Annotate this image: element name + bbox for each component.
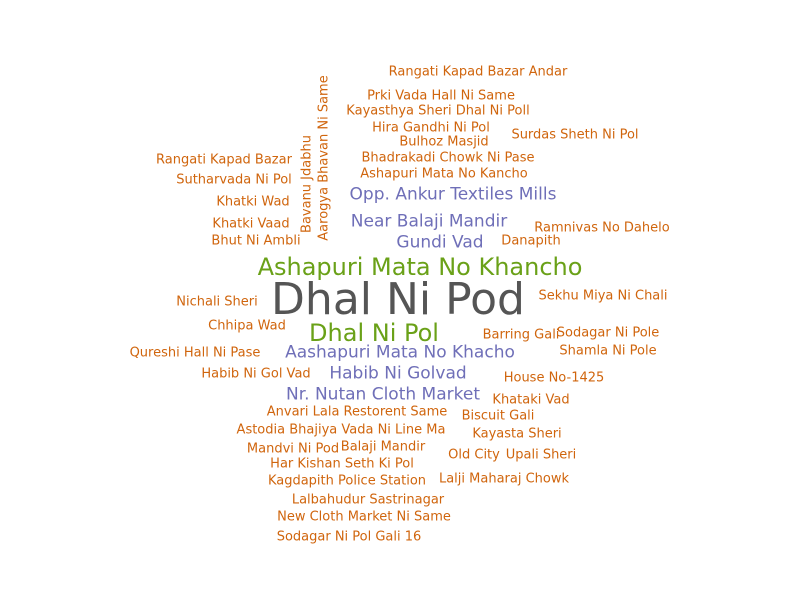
cloud-word: Ashapuri Mata No Khancho (257, 253, 583, 281)
cloud-word: Khatki Vaad (212, 216, 290, 232)
cloud-word: Rangati Kapad Bazar Andar (388, 64, 568, 80)
cloud-word: Prki Vada Hall Ni Same (367, 88, 515, 104)
cloud-word: Bhut Ni Ambli (211, 233, 301, 249)
cloud-word: Kagdapith Police Station (267, 473, 427, 489)
cloud-word: Sutharvada Ni Pol (176, 172, 292, 188)
cloud-word: Qureshi Hall Ni Pase (129, 345, 261, 361)
cloud-word: Nichali Sheri (176, 294, 258, 310)
cloud-word: Aashapuri Mata No Khacho (285, 342, 515, 363)
cloud-word: Sodagar Ni Pole (556, 325, 660, 341)
cloud-word: Near Balaji Mandir (350, 211, 508, 232)
cloud-word: Old City (448, 447, 500, 463)
cloud-word: Balaji Mandir (340, 439, 426, 455)
cloud-word: Nr. Nutan Cloth Market (286, 384, 480, 405)
cloud-word: Chhipa Wad (208, 318, 286, 334)
cloud-word: Ashapuri Mata No Kancho (360, 166, 528, 182)
cloud-word: Surdas Sheth Ni Pol (511, 127, 639, 143)
cloud-word: Anvari Lala Restorent Same (266, 404, 448, 420)
cloud-word: Bulhoz Masjid (399, 134, 489, 150)
cloud-word: Opp. Ankur Textiles Mills (349, 184, 557, 205)
cloud-word: Barring Gali (482, 327, 560, 343)
cloud-word: Lalji Maharaj Chowk (438, 471, 570, 487)
cloud-word: Dhal Ni Pol (309, 319, 439, 347)
cloud-word: Habib Ni Gol Vad (201, 366, 311, 382)
cloud-word: House No-1425 (503, 370, 605, 386)
cloud-word: Bavanu Jdabhu (299, 135, 315, 233)
cloud-word: Lalbahudur Sastrinagar (291, 492, 445, 508)
cloud-word: Upali Sheri (505, 447, 577, 463)
cloud-word: Kayasta Sheri (472, 426, 562, 442)
cloud-word: Biscuit Gali (461, 408, 535, 424)
cloud-word: Astodia Bhajiya Vada Ni Line Ma (236, 422, 446, 438)
cloud-word: Dhal Ni Pod (271, 274, 525, 325)
cloud-word: Aarogya Bhavan Ni Same (316, 75, 332, 241)
cloud-word: Har Kishan Seth Ki Pol (270, 456, 414, 472)
cloud-word: Khatki Wad (216, 194, 290, 210)
cloud-word: Sodagar Ni Pol Gali 16 (276, 529, 422, 545)
cloud-word: Shamla Ni Pole (559, 343, 657, 359)
cloud-word: Danapith (501, 233, 561, 249)
cloud-word: Sekhu Miya Ni Chali (538, 288, 668, 304)
cloud-word: Rangati Kapad Bazar (156, 152, 292, 168)
cloud-word: Bhadrakadi Chowk Ni Pase (361, 150, 535, 166)
cloud-word: Khataki Vad (492, 392, 570, 408)
cloud-word: Hira Gandhi Ni Pol (372, 120, 490, 136)
cloud-word: Ramnivas No Dahelo (534, 220, 670, 236)
cloud-word: Kayasthya Sheri Dhal Ni Poll (346, 103, 530, 119)
cloud-word: Habib Ni Golvad (329, 363, 467, 384)
cloud-word: Gundi Vad (396, 232, 484, 253)
cloud-word: Mandvi Ni Pod (246, 441, 340, 457)
cloud-word: New Cloth Market Ni Same (277, 509, 451, 525)
